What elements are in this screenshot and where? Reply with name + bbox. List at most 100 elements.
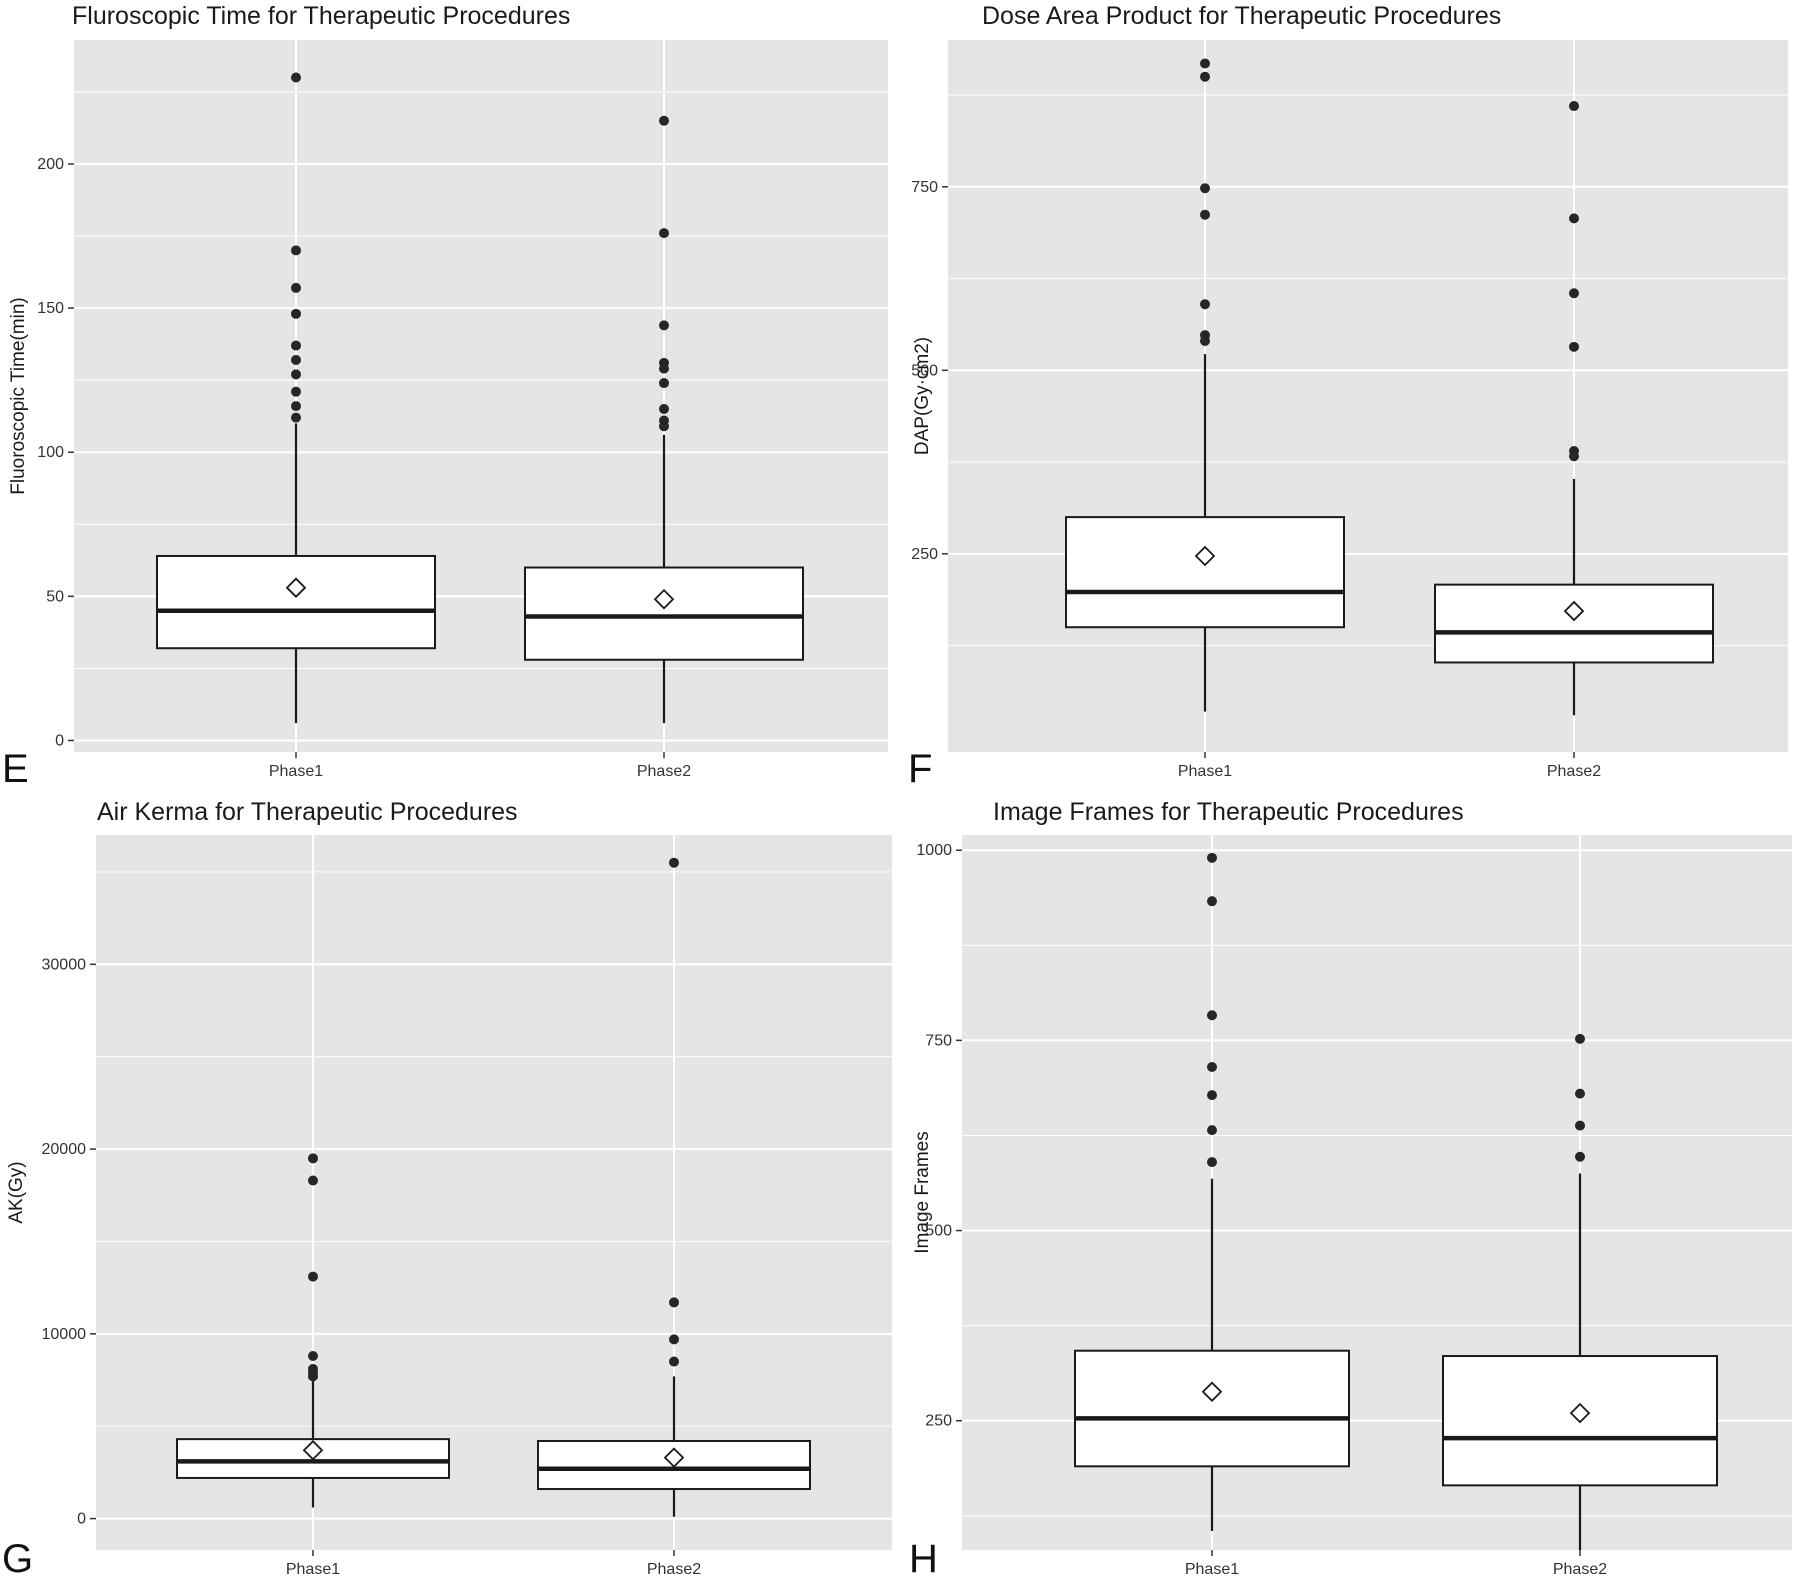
iqr-box	[1434, 583, 1714, 664]
y-tick-label: 0	[77, 1511, 86, 1528]
chart-title: Image Frames for Therapeutic Procedures	[993, 798, 1464, 826]
outlier-point	[1200, 209, 1210, 220]
outlier-point	[291, 369, 301, 380]
y-axis-label: Image Frames	[912, 1131, 933, 1253]
boxplot-svg: Dose Area Product for Therapeutic Proced…	[908, 2, 1788, 790]
iqr-box	[156, 554, 436, 650]
chart-panel-h: Image Frames for Therapeutic Procedures 2…	[900, 790, 1800, 1577]
outlier-point	[659, 357, 669, 368]
outlier-point	[1207, 852, 1217, 863]
outlier-point	[291, 386, 301, 397]
outlier-point	[308, 1153, 318, 1164]
outlier-point	[308, 1175, 318, 1186]
mean-diamond-marker	[1194, 545, 1216, 567]
outlier-point	[1569, 288, 1579, 299]
y-tick-label: 250	[911, 546, 938, 563]
y-tick-label: 30000	[42, 956, 87, 973]
outlier-point	[1200, 330, 1210, 341]
outlier-point	[1200, 299, 1210, 310]
outlier-point	[291, 412, 301, 423]
outlier-point	[291, 282, 301, 293]
box-phase1	[156, 72, 436, 724]
outlier-point	[669, 857, 679, 868]
box-phase1	[176, 1153, 450, 1508]
outlier-point	[291, 401, 301, 412]
box-phase1	[1065, 58, 1345, 712]
boxplot-svg: Fluroscopic Time for Therapeutic Procedu…	[2, 2, 888, 790]
mean-diamond-marker	[1563, 600, 1585, 622]
y-tick-label: 0	[55, 732, 64, 749]
y-tick-label: 500	[925, 1223, 952, 1240]
chart-panel-g: Air Kerma for Therapeutic Procedures 0 100…	[0, 790, 900, 1577]
x-tick-label: Phase2	[1547, 763, 1601, 780]
outlier-point	[1575, 1151, 1585, 1162]
outlier-point	[291, 72, 301, 83]
box-phase2	[524, 115, 804, 724]
outlier-point	[1575, 1033, 1585, 1044]
y-tick-label: 250	[925, 1413, 952, 1430]
y-axis-label: Fluoroscopic Time(min)	[8, 297, 29, 494]
outlier-point	[1569, 213, 1579, 224]
outlier-point	[1207, 896, 1217, 907]
y-tick-label: 10000	[42, 1326, 87, 1343]
outlier-point	[1207, 1090, 1217, 1101]
mean-diamond-marker	[653, 588, 675, 610]
y-tick-label: 50	[46, 588, 64, 605]
panel-letter: H	[909, 1537, 938, 1577]
y-tick-label: 500	[911, 362, 938, 379]
outlier-point	[1569, 341, 1579, 352]
boxplot-svg: Air Kerma for Therapeutic Procedures 0 100…	[2, 798, 892, 1577]
outlier-point	[659, 115, 669, 126]
y-axis-label: AK(Gy)	[6, 1161, 27, 1223]
outlier-point	[308, 1363, 318, 1374]
outlier-point	[291, 340, 301, 351]
outlier-point	[659, 403, 669, 414]
outlier-point	[669, 1356, 679, 1367]
iqr-box	[524, 566, 804, 661]
chart-title: Dose Area Product for Therapeutic Proced…	[982, 2, 1501, 30]
y-axis-label: DAP(Gy·cm2)	[912, 337, 933, 455]
outlier-point	[659, 415, 669, 426]
outlier-point	[308, 1351, 318, 1362]
mean-diamond-marker	[285, 577, 307, 598]
outlier-point	[1575, 1120, 1585, 1131]
mean-diamond-marker	[1201, 1381, 1223, 1403]
x-tick-label: Phase2	[637, 763, 691, 780]
x-tick-label: Phase2	[647, 1561, 701, 1577]
outlier-point	[1200, 58, 1210, 69]
x-tick-label: Phase1	[286, 1561, 340, 1577]
outlier-point	[308, 1271, 318, 1282]
iqr-box	[1065, 516, 1345, 629]
box-phase2	[537, 857, 811, 1517]
outlier-point	[291, 245, 301, 256]
box-phase2	[1442, 1033, 1718, 1550]
outlier-point	[1207, 1061, 1217, 1072]
mean-diamond-marker	[1569, 1402, 1591, 1424]
outlier-point	[1207, 1157, 1217, 1168]
panel-letter: F	[908, 747, 932, 790]
outlier-point	[1569, 446, 1579, 457]
iqr-box	[1074, 1349, 1350, 1468]
chart-title: Fluroscopic Time for Therapeutic Procedu…	[72, 2, 570, 30]
y-tick-label: 20000	[42, 1141, 87, 1158]
y-tick-label: 100	[37, 444, 64, 461]
plot-background	[96, 835, 892, 1550]
outlier-point	[1200, 183, 1210, 194]
y-tick-label: 1000	[916, 842, 952, 859]
outlier-point	[1207, 1010, 1217, 1021]
outlier-point	[659, 378, 669, 389]
x-tick-label: Phase2	[1553, 1561, 1607, 1577]
outlier-point	[659, 320, 669, 331]
y-tick-label: 150	[37, 300, 64, 317]
y-tick-label: 750	[925, 1032, 952, 1049]
chart-panel-f: Dose Area Product for Therapeutic Proced…	[900, 0, 1800, 790]
x-tick-label: Phase1	[269, 763, 323, 780]
mean-diamond-marker	[302, 1439, 324, 1461]
x-tick-label: Phase1	[1185, 1561, 1239, 1577]
x-tick-label: Phase1	[1178, 763, 1232, 780]
chart-panel-e: Fluroscopic Time for Therapeutic Procedu…	[0, 0, 900, 790]
panel-letter: E	[2, 747, 29, 790]
box-phase1	[1074, 852, 1350, 1531]
panel-letter: G	[2, 1537, 33, 1577]
boxplot-svg: Image Frames for Therapeutic Procedures 2…	[909, 798, 1792, 1577]
